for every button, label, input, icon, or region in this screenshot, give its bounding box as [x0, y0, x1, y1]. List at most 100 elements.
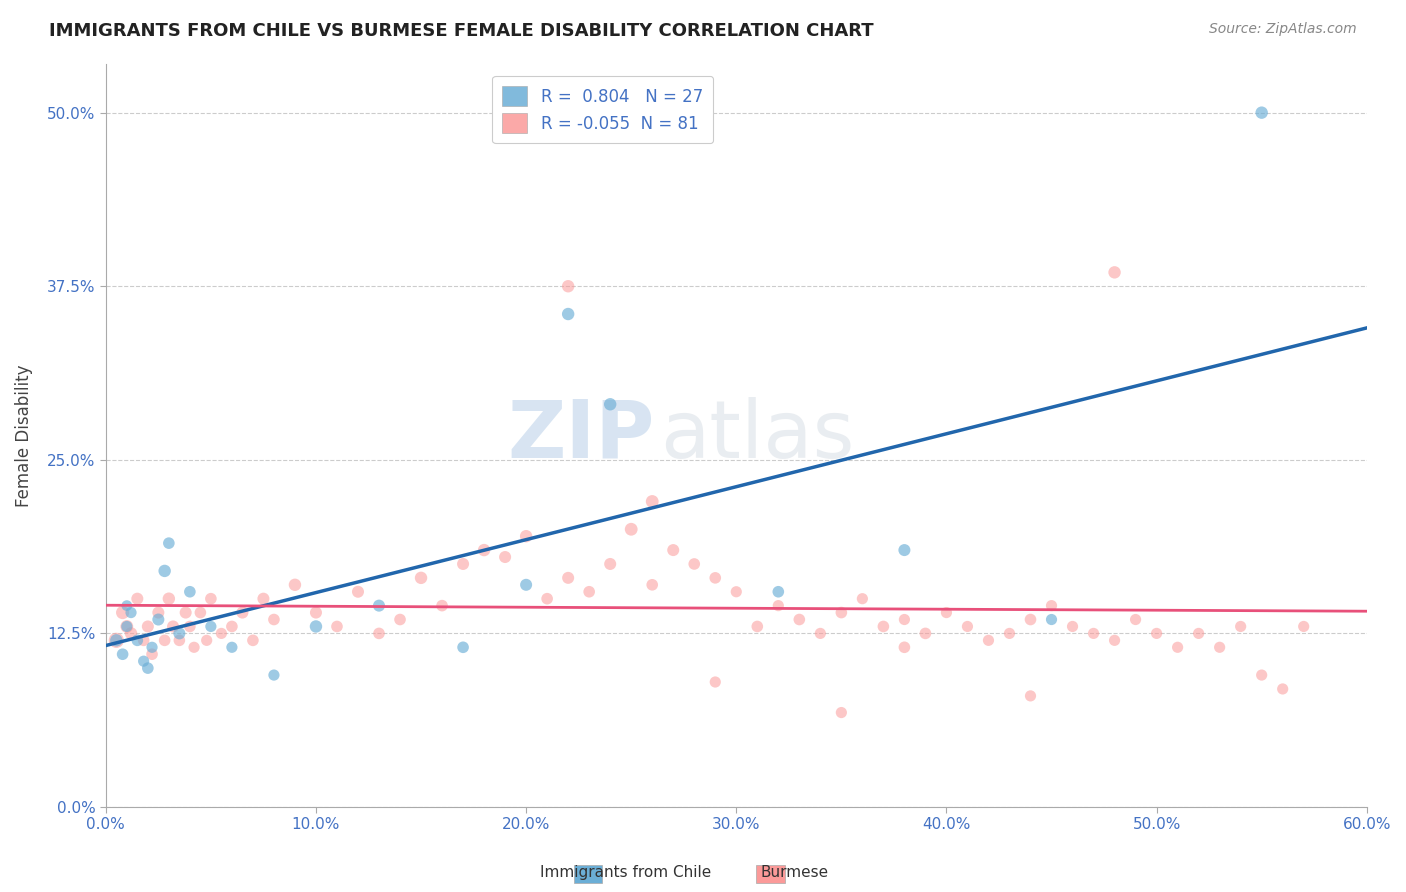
Point — [305, 619, 328, 633]
Point — [998, 626, 1021, 640]
Point — [190, 606, 212, 620]
Point — [284, 578, 307, 592]
Point — [599, 397, 621, 411]
Point — [105, 633, 128, 648]
Point — [347, 584, 370, 599]
Text: Burmese: Burmese — [761, 865, 828, 880]
Point — [132, 654, 155, 668]
Y-axis label: Female Disability: Female Disability — [15, 364, 32, 507]
Text: ZIP: ZIP — [508, 397, 654, 475]
Point — [368, 626, 391, 640]
Point — [536, 591, 558, 606]
Point — [169, 626, 191, 640]
Point — [368, 599, 391, 613]
Point — [115, 599, 138, 613]
Point — [662, 543, 685, 558]
Point — [209, 626, 232, 640]
Point — [389, 613, 412, 627]
Point — [1146, 626, 1168, 640]
Point — [768, 599, 790, 613]
Point — [830, 706, 852, 720]
Point — [725, 584, 748, 599]
Point — [557, 571, 579, 585]
Point — [641, 578, 664, 592]
Point — [1188, 626, 1211, 640]
Point — [231, 606, 253, 620]
Point — [157, 591, 180, 606]
Point — [620, 522, 643, 536]
Text: atlas: atlas — [661, 397, 855, 475]
Point — [200, 591, 222, 606]
Point — [221, 640, 243, 655]
Point — [768, 584, 790, 599]
Point — [148, 613, 170, 627]
Point — [263, 668, 285, 682]
Point — [1271, 681, 1294, 696]
Point — [1292, 619, 1315, 633]
Point — [263, 613, 285, 627]
Point — [136, 661, 159, 675]
Point — [872, 619, 894, 633]
Point — [1019, 613, 1042, 627]
Point — [1019, 689, 1042, 703]
Point — [136, 619, 159, 633]
Point — [162, 619, 184, 633]
Point — [111, 606, 134, 620]
Point — [893, 640, 915, 655]
Point — [200, 619, 222, 633]
Point — [221, 619, 243, 633]
Point — [153, 633, 176, 648]
Point — [935, 606, 957, 620]
Point — [914, 626, 936, 640]
Point — [494, 549, 516, 564]
Point — [179, 619, 201, 633]
Point — [1040, 613, 1063, 627]
Point — [195, 633, 218, 648]
Point — [157, 536, 180, 550]
Point — [111, 647, 134, 661]
Point — [557, 279, 579, 293]
Point — [830, 606, 852, 620]
Point — [115, 619, 138, 633]
Point — [1062, 619, 1084, 633]
Point — [153, 564, 176, 578]
Point — [252, 591, 274, 606]
Point — [1104, 633, 1126, 648]
Point — [120, 606, 142, 620]
Point — [242, 633, 264, 648]
Point — [851, 591, 873, 606]
Point — [430, 599, 453, 613]
Point — [174, 606, 197, 620]
Point — [115, 619, 138, 633]
Point — [132, 633, 155, 648]
Point — [977, 633, 1000, 648]
Point — [515, 578, 537, 592]
Point — [451, 640, 474, 655]
Point — [305, 606, 328, 620]
Point — [127, 591, 149, 606]
Point — [578, 584, 600, 599]
Point — [1250, 668, 1272, 682]
Point — [451, 557, 474, 571]
Point — [179, 584, 201, 599]
Point — [169, 633, 191, 648]
Point — [557, 307, 579, 321]
Point — [120, 626, 142, 640]
Legend: R =  0.804   N = 27, R = -0.055  N = 81: R = 0.804 N = 27, R = -0.055 N = 81 — [492, 76, 713, 144]
Point — [704, 675, 727, 690]
Point — [1229, 619, 1251, 633]
Point — [1104, 265, 1126, 279]
Point — [641, 494, 664, 508]
Point — [683, 557, 706, 571]
Point — [141, 640, 163, 655]
Point — [1125, 613, 1147, 627]
Point — [515, 529, 537, 543]
Point — [893, 543, 915, 558]
Text: Source: ZipAtlas.com: Source: ZipAtlas.com — [1209, 22, 1357, 37]
Point — [599, 557, 621, 571]
Point — [1250, 105, 1272, 120]
Point — [148, 606, 170, 620]
Point — [747, 619, 769, 633]
Text: IMMIGRANTS FROM CHILE VS BURMESE FEMALE DISABILITY CORRELATION CHART: IMMIGRANTS FROM CHILE VS BURMESE FEMALE … — [49, 22, 875, 40]
Point — [127, 633, 149, 648]
